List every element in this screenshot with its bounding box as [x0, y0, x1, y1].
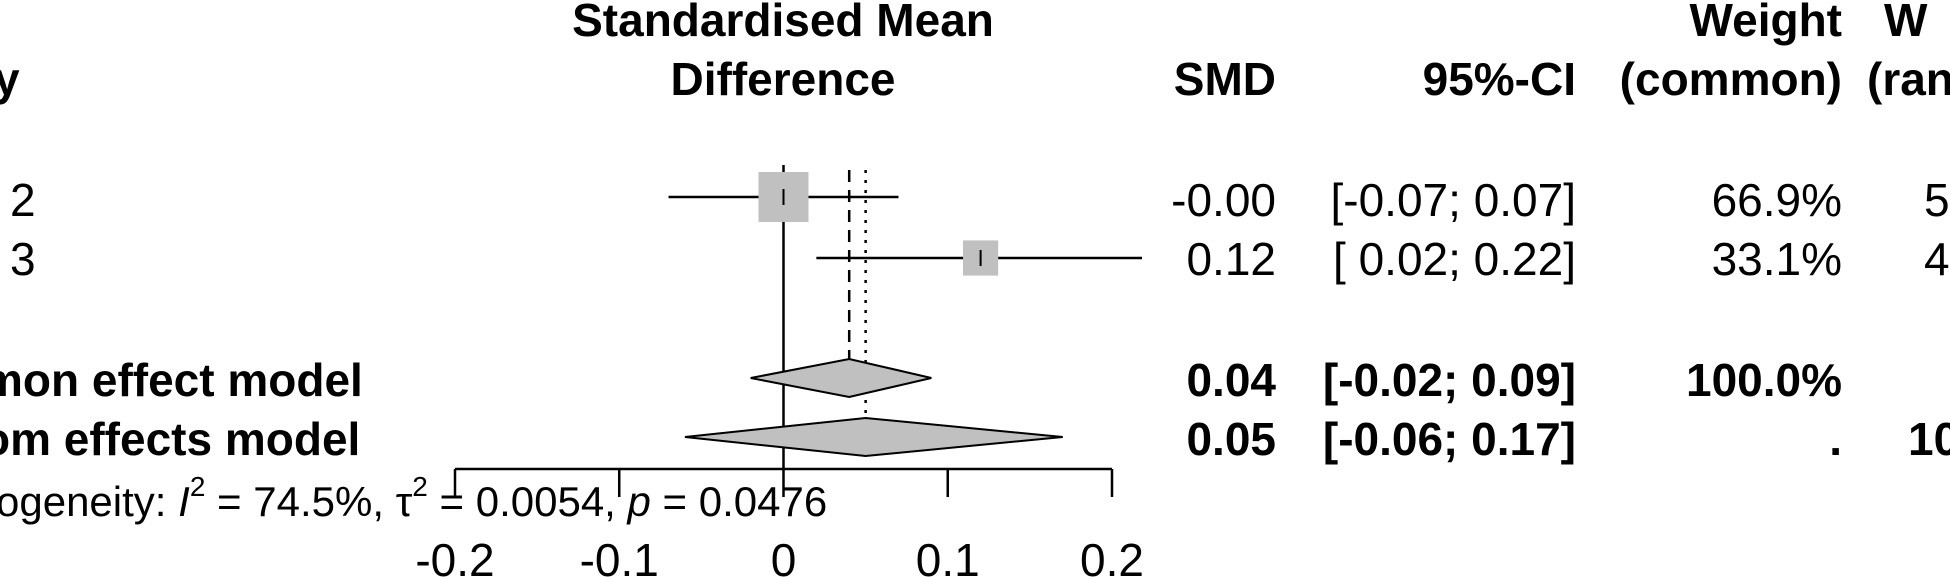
- x-tick-label: -0.2: [415, 534, 494, 577]
- x-tick-label: 0: [771, 534, 797, 577]
- row-ci: [ 0.02; 0.22]: [1333, 233, 1576, 285]
- row-label: 2: [10, 174, 36, 226]
- header-study-fragment: y: [0, 53, 20, 105]
- het-tau-symbol: τ: [396, 478, 413, 525]
- row-weight-common: 100.0%: [1686, 354, 1842, 406]
- table-row: mon effect model 0.04 [-0.02; 0.09] 100.…: [0, 354, 1842, 406]
- row-weight-common: 66.9%: [1712, 174, 1842, 226]
- row-label: mon effect model: [0, 354, 363, 406]
- table-row: 3 0.12 [ 0.02; 0.22] 33.1% 4: [10, 233, 1950, 285]
- table-rows: 2 -0.00 [-0.07; 0.07] 66.9% 5 3 0.12 [ 0…: [0, 174, 1950, 465]
- row-smd: 0.12: [1186, 233, 1276, 285]
- table-header: y Standardised Mean Difference SMD 95%-C…: [0, 0, 1950, 105]
- header-plot-title-line1: Standardised Mean: [572, 0, 994, 46]
- header-weight-random-line1: W: [1884, 0, 1928, 46]
- header-ci: 95%-CI: [1423, 53, 1576, 105]
- row-label: om effects model: [0, 413, 360, 465]
- het-p-symbol: p: [626, 478, 651, 525]
- header-plot-title-line2: Difference: [671, 53, 896, 105]
- x-tick-label: 0.2: [1080, 534, 1144, 577]
- het-i2-symbol: I: [178, 478, 190, 525]
- row-label: 3: [10, 233, 36, 285]
- x-tick-label: 0.1: [916, 534, 980, 577]
- pooled-diamond: [750, 357, 932, 399]
- row-weight-common: .: [1829, 413, 1842, 465]
- het-i2-sup: 2: [190, 471, 206, 502]
- header-weight-random-line2: (ran: [1867, 53, 1950, 105]
- row-smd: 0.05: [1186, 413, 1276, 465]
- het-prefix: ogeneity:: [0, 478, 178, 525]
- header-smd: SMD: [1174, 53, 1276, 105]
- row-smd: -0.00: [1171, 174, 1276, 226]
- header-weight-common-line2: (common): [1620, 53, 1842, 105]
- x-tick-label: -0.1: [580, 534, 659, 577]
- plot-area: -0.2 -0.1 0 0.1 0.2: [415, 165, 1144, 577]
- row-weight-random: 5: [1924, 174, 1950, 226]
- row-weight-random: 10: [1908, 413, 1950, 465]
- table-row: om effects model 0.05 [-0.06; 0.17] . 10: [0, 413, 1950, 465]
- row-ci: [-0.07; 0.07]: [1331, 174, 1577, 226]
- het-tau-sup: 2: [412, 471, 428, 502]
- het-tau-value: = 0.0054,: [428, 478, 628, 525]
- header-weight-common-line1: Weight: [1690, 0, 1842, 46]
- row-ci: [-0.06; 0.17]: [1323, 413, 1576, 465]
- row-smd: 0.04: [1186, 354, 1276, 406]
- het-i2-value: = 74.5%,: [205, 478, 395, 525]
- row-ci: [-0.02; 0.09]: [1323, 354, 1576, 406]
- row-weight-random: 4: [1924, 233, 1950, 285]
- heterogeneity-text: ogeneity: I2 = 74.5%, τ2 = 0.0054, p = 0…: [0, 471, 827, 525]
- pooled-diamond: [684, 416, 1063, 458]
- row-weight-common: 33.1%: [1712, 233, 1842, 285]
- table-row: 2 -0.00 [-0.07; 0.07] 66.9% 5: [10, 174, 1950, 226]
- het-p-value: = 0.0476: [651, 478, 827, 525]
